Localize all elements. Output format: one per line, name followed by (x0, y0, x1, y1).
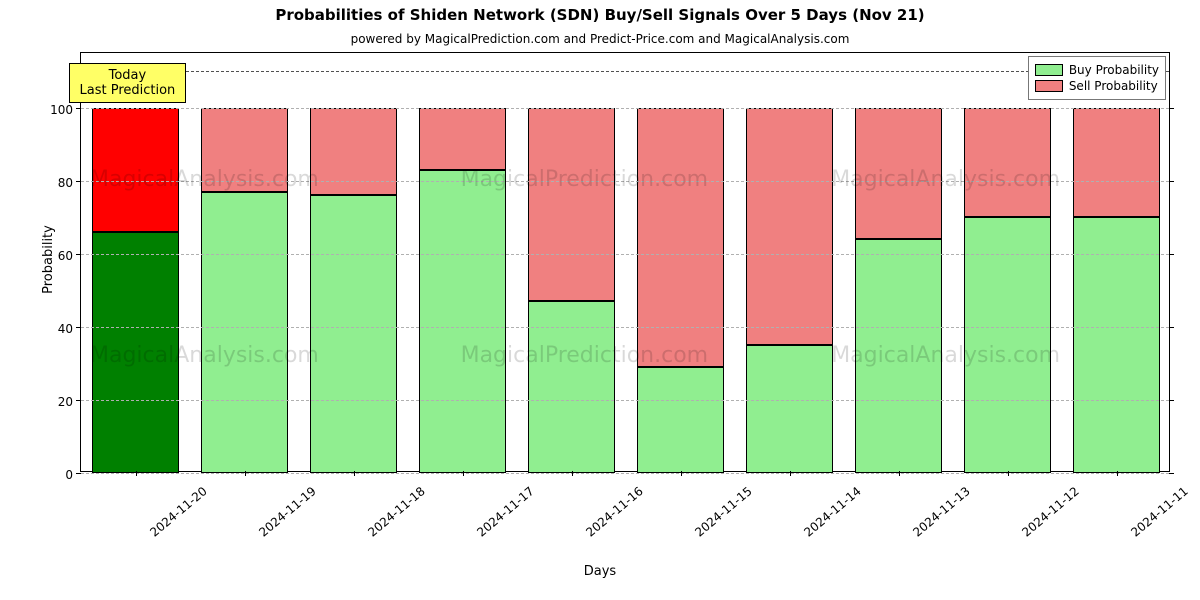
y-tick-mark (1169, 327, 1174, 328)
x-tick-mark (572, 471, 573, 476)
plot-area: 020406080100 (80, 52, 1170, 472)
x-tick-label: 2024-11-11 (1128, 484, 1190, 540)
chart-subtitle: powered by MagicalPrediction.com and Pre… (0, 32, 1200, 46)
legend-swatch-buy (1035, 64, 1063, 76)
x-tick-mark (899, 471, 900, 476)
x-axis-label: Days (0, 564, 1200, 579)
grid-line (81, 327, 1169, 328)
x-tick-label: 2024-11-19 (256, 484, 318, 540)
y-tick-label: 80 (58, 176, 81, 190)
bar-sell (201, 108, 288, 192)
y-tick-label: 0 (65, 468, 81, 482)
legend-row-sell: Sell Probability (1035, 79, 1159, 93)
today-annotation-line1: Today (80, 68, 176, 83)
y-tick-mark (1169, 108, 1174, 109)
x-tick-label: 2024-11-16 (583, 484, 645, 540)
bar-sell (637, 108, 724, 367)
x-tick-mark (1008, 471, 1009, 476)
today-annotation: Today Last Prediction (69, 63, 187, 103)
x-tick-mark (245, 471, 246, 476)
bar-buy (964, 217, 1051, 473)
x-tick-label: 2024-11-18 (365, 484, 427, 540)
bar-sell (1073, 108, 1160, 218)
bar-buy (855, 239, 942, 473)
bar-buy (92, 232, 179, 473)
x-tick-mark (1117, 471, 1118, 476)
x-tick-mark (681, 471, 682, 476)
y-tick-mark (1169, 181, 1174, 182)
bar-buy (419, 170, 506, 473)
grid-line (81, 400, 1169, 401)
y-tick-label: 20 (58, 395, 81, 409)
dashed-reference-line (81, 71, 1169, 72)
y-tick-label: 40 (58, 322, 81, 336)
bars-container (81, 53, 1169, 471)
legend-swatch-sell (1035, 80, 1063, 92)
bar-sell (855, 108, 942, 239)
x-tick-label: 2024-11-14 (801, 484, 863, 540)
bar-sell (964, 108, 1051, 218)
x-tick-mark (354, 471, 355, 476)
x-tick-mark (463, 471, 464, 476)
bar-buy (310, 195, 397, 473)
legend: Buy Probability Sell Probability (1028, 56, 1166, 100)
x-tick-label: 2024-11-13 (910, 484, 972, 540)
bar-buy (1073, 217, 1160, 473)
x-tick-label: 2024-11-12 (1019, 484, 1081, 540)
bar-sell (92, 108, 179, 232)
grid-line (81, 108, 1169, 109)
x-tick-mark (790, 471, 791, 476)
legend-row-buy: Buy Probability (1035, 63, 1159, 77)
bar-buy (746, 345, 833, 473)
bar-sell (310, 108, 397, 196)
figure: Probabilities of Shiden Network (SDN) Bu… (0, 0, 1200, 600)
chart-title: Probabilities of Shiden Network (SDN) Bu… (0, 6, 1200, 24)
y-axis-label: Probability (41, 225, 56, 294)
legend-label-buy: Buy Probability (1069, 63, 1159, 77)
grid-line (81, 254, 1169, 255)
grid-line (81, 181, 1169, 182)
bar-sell (746, 108, 833, 345)
y-tick-label: 60 (58, 249, 81, 263)
x-tick-label: 2024-11-20 (147, 484, 209, 540)
y-tick-mark (1169, 400, 1174, 401)
bar-buy (201, 192, 288, 473)
x-tick-label: 2024-11-17 (474, 484, 536, 540)
x-tick-mark (136, 471, 137, 476)
y-tick-label: 100 (50, 103, 81, 117)
bar-buy (637, 367, 724, 473)
bar-sell (419, 108, 506, 170)
bar-sell (528, 108, 615, 302)
y-tick-mark (1169, 473, 1174, 474)
y-tick-mark (1169, 254, 1174, 255)
x-tick-label: 2024-11-15 (692, 484, 754, 540)
legend-label-sell: Sell Probability (1069, 79, 1158, 93)
today-annotation-line2: Last Prediction (80, 83, 176, 98)
